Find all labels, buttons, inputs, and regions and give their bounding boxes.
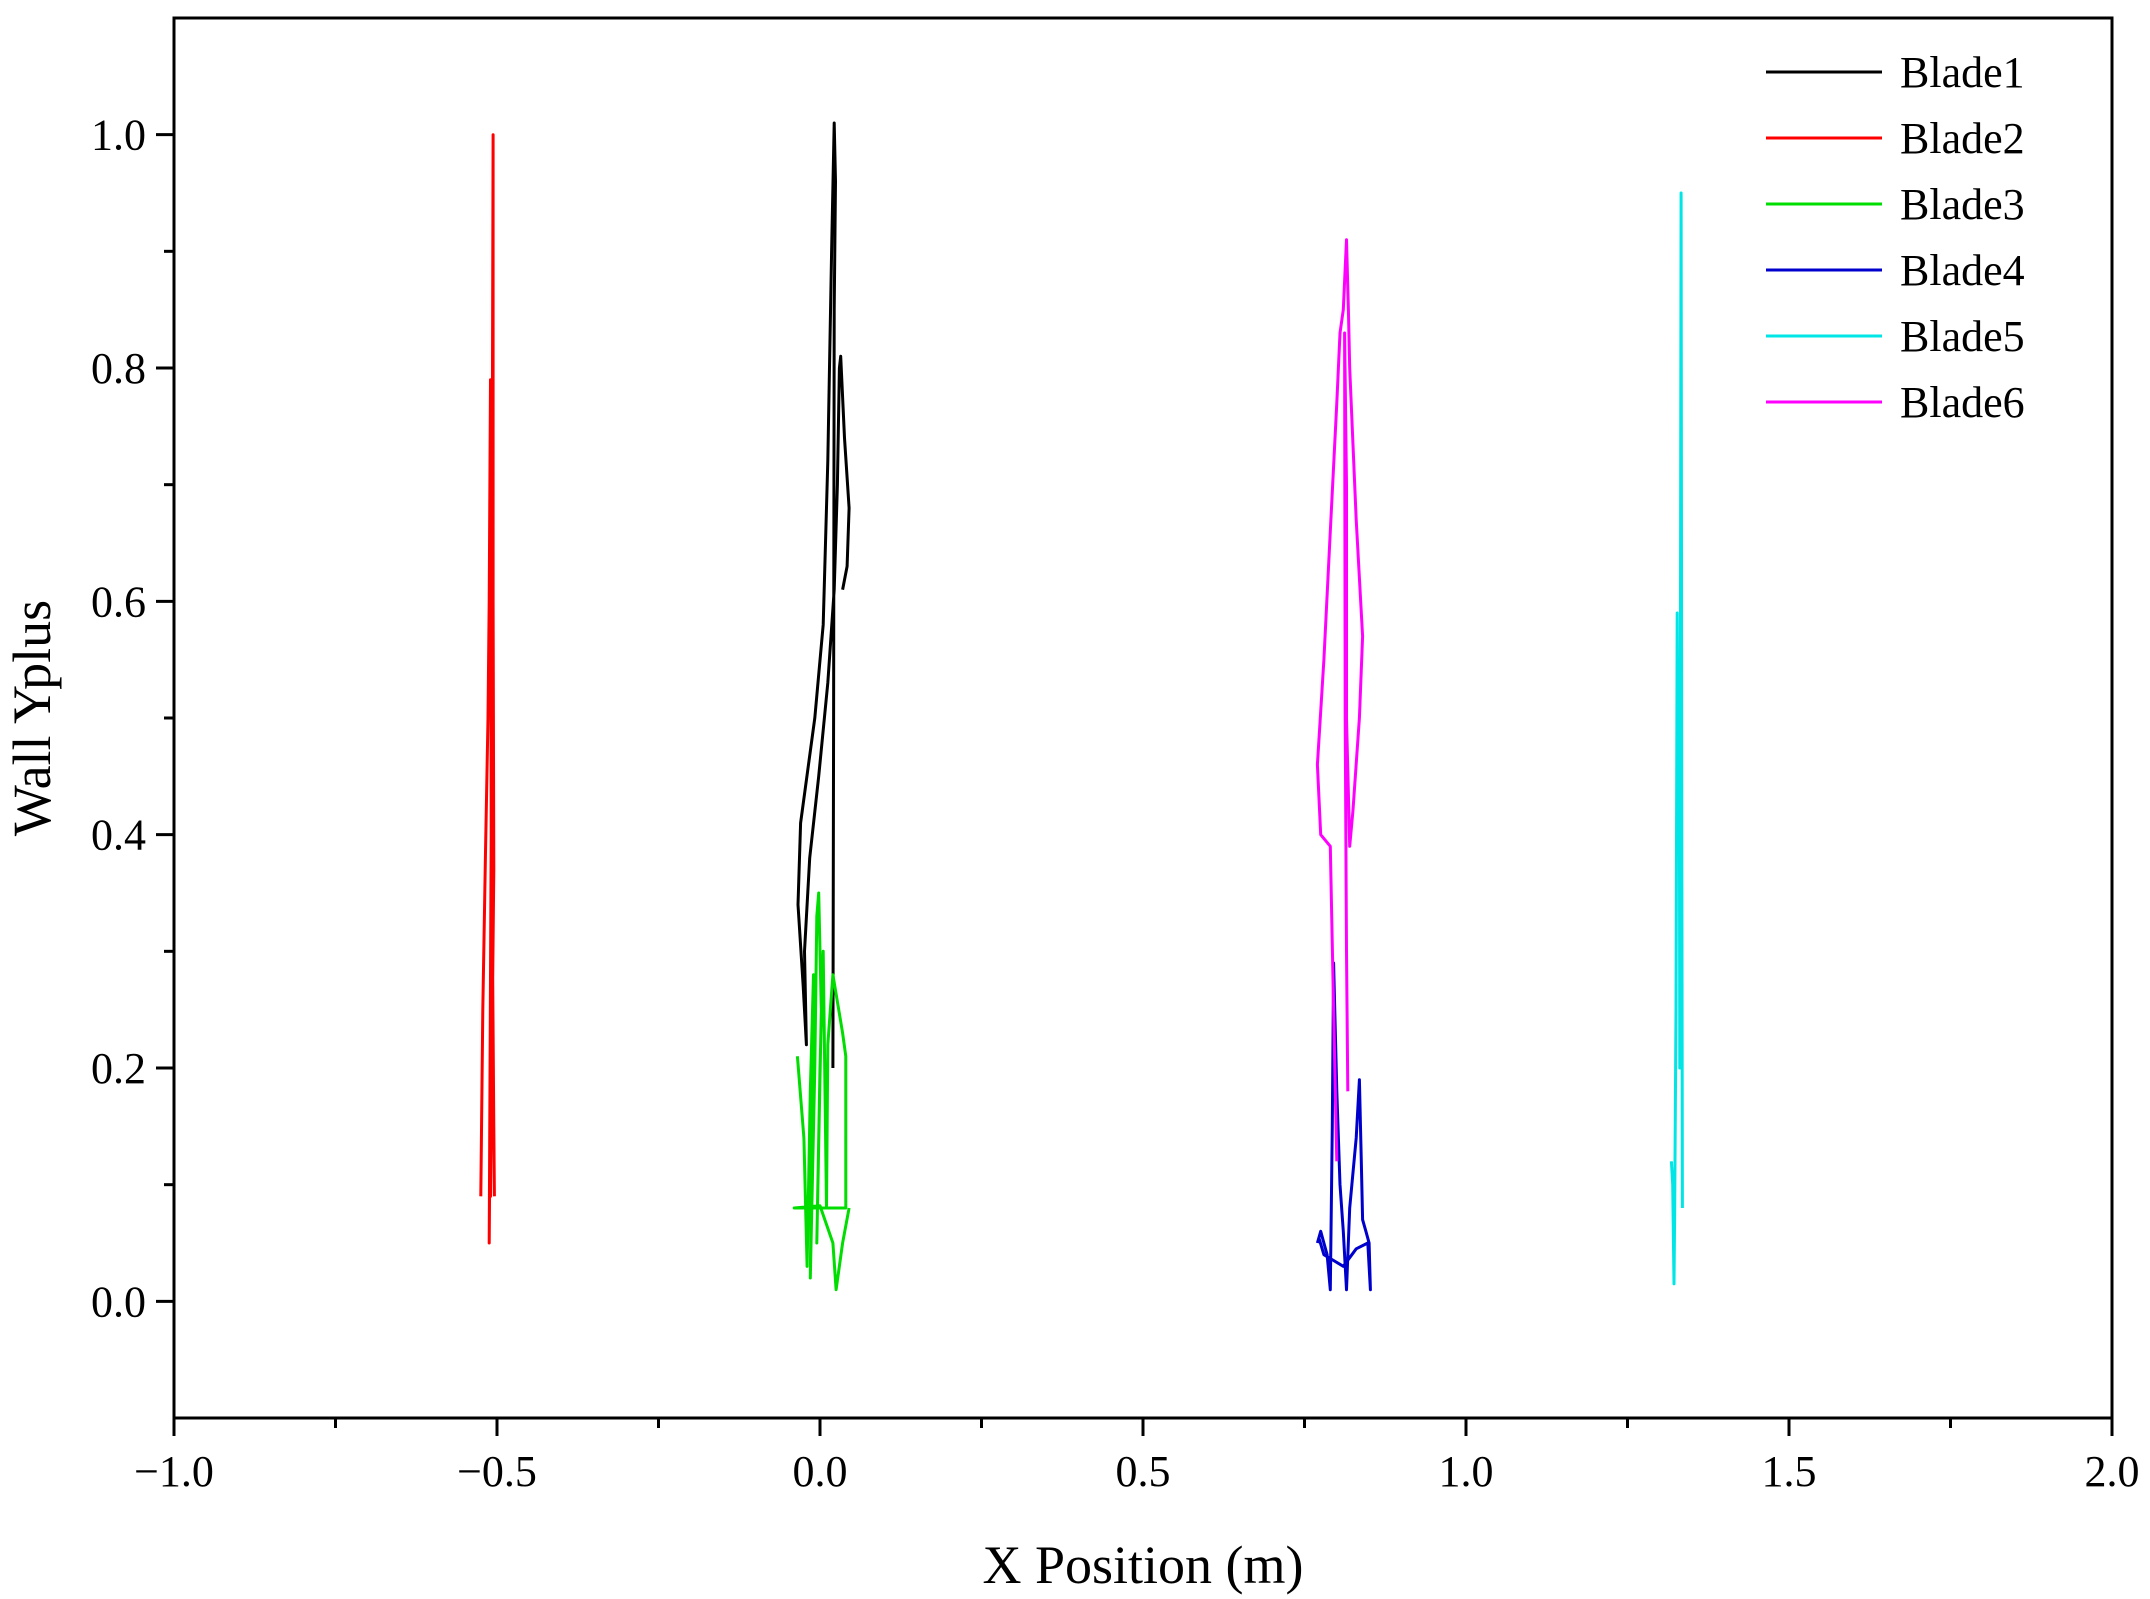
legend-label-blade2: Blade2 [1900, 114, 2025, 163]
y-tick-label: 0.6 [91, 577, 146, 626]
ticks-layer: −1.0 −0.5 0.0 0.5 1.0 1.5 2.0 0.0 0.2 0.4 0.6 0.8 1.… [91, 111, 2140, 1496]
x-tick-label: 1.0 [1439, 1447, 1494, 1496]
x-tick-label: 0.0 [793, 1447, 848, 1496]
plot-frame [172, 16, 2114, 1420]
y-tick-label: 0.2 [91, 1044, 146, 1093]
legend-label-blade6: Blade6 [1900, 378, 2025, 427]
x-tick-label: −1.0 [134, 1447, 214, 1496]
series-line-blade3 [792, 891, 851, 1292]
legend-label-blade1: Blade1 [1900, 48, 2025, 97]
series-layer [479, 121, 1684, 1292]
x-tick-label: 2.0 [2085, 1447, 2140, 1496]
legend: Blade1 Blade2 Blade3 Blade4 Blade5 Blade6 [1766, 48, 2025, 427]
y-tick-label: 0.0 [91, 1277, 146, 1326]
x-tick-label: 0.5 [1116, 1447, 1171, 1496]
series-line-blade2 [479, 133, 496, 1245]
series-line-blade6 [1315, 238, 1365, 1162]
legend-label-blade4: Blade4 [1900, 246, 2025, 295]
series-line-blade1 [796, 121, 851, 1069]
y-tick-label: 0.8 [91, 344, 146, 393]
y-tick-label: 0.4 [91, 811, 146, 860]
x-tick-label: −0.5 [457, 1447, 537, 1496]
y-axis-title: Wall Yplus [2, 600, 62, 836]
y-tick-label: 1.0 [91, 111, 146, 160]
x-tick-label: 1.5 [1762, 1447, 1817, 1496]
x-axis-title: X Position (m) [982, 1535, 1303, 1595]
legend-label-blade3: Blade3 [1900, 180, 2025, 229]
axes-layer [172, 16, 2114, 1420]
series-line-blade5 [1669, 191, 1684, 1286]
legend-label-blade5: Blade5 [1900, 312, 2025, 361]
series-line-blade4 [1315, 961, 1372, 1292]
